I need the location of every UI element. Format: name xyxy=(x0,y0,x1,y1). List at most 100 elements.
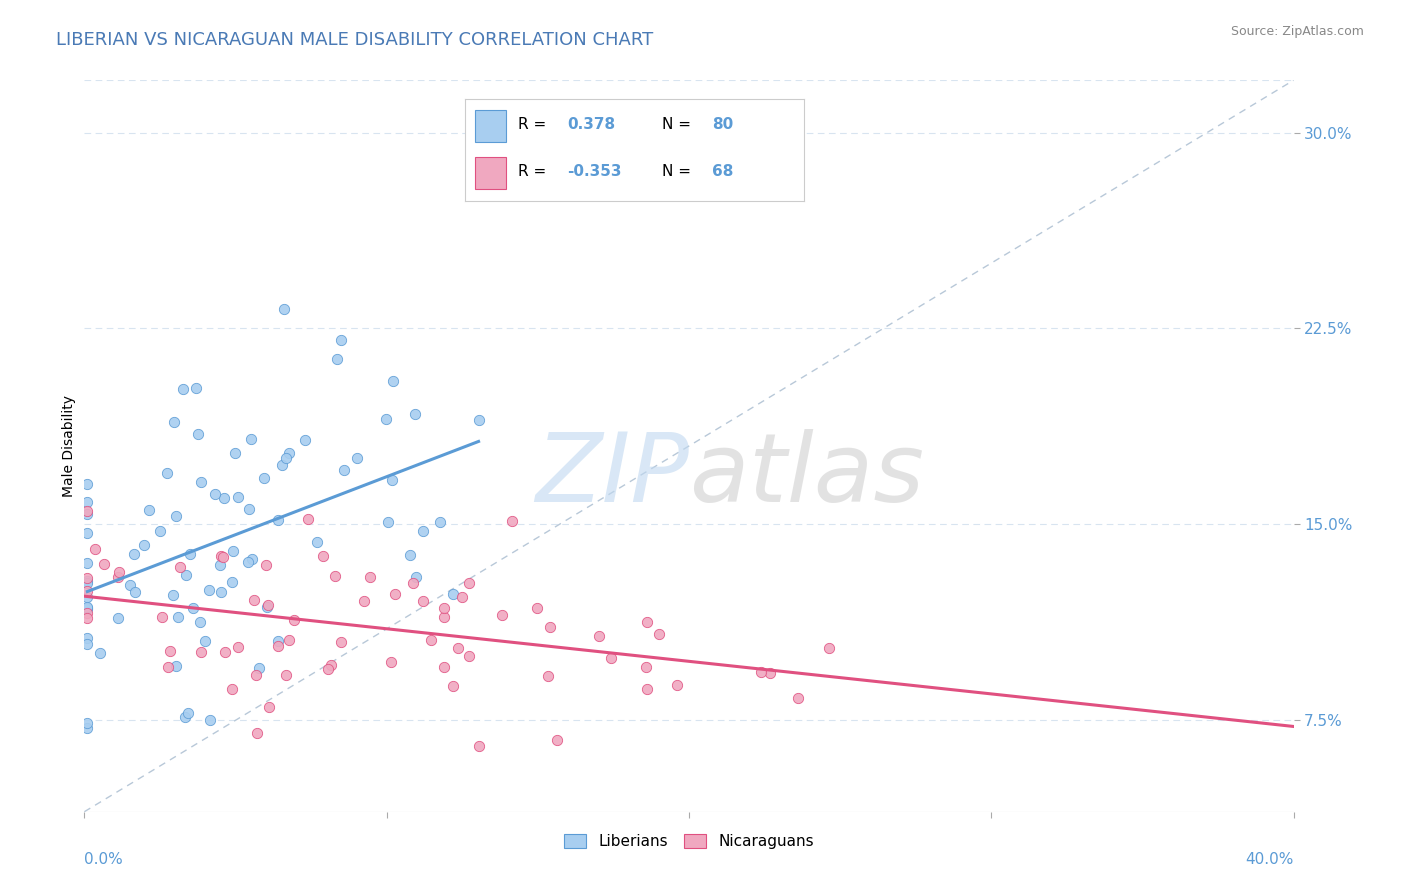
Point xyxy=(278,446,301,460)
Point xyxy=(76,637,98,651)
Point xyxy=(276,667,298,681)
Point xyxy=(221,681,243,696)
Point xyxy=(108,565,131,579)
Point xyxy=(76,557,98,571)
Point xyxy=(76,507,98,521)
Point xyxy=(184,381,207,395)
Point xyxy=(329,333,352,347)
Point xyxy=(177,706,200,720)
Point xyxy=(149,524,172,538)
Point xyxy=(537,668,560,682)
Point xyxy=(316,662,339,676)
Point xyxy=(204,487,226,501)
Point xyxy=(412,594,434,608)
Point xyxy=(321,657,343,672)
Point xyxy=(636,615,658,629)
Point xyxy=(458,648,481,663)
Point xyxy=(402,576,425,591)
Point xyxy=(420,632,443,647)
Point xyxy=(246,726,269,740)
Point xyxy=(353,594,375,608)
Point xyxy=(305,534,328,549)
Point xyxy=(433,659,456,673)
Point xyxy=(157,660,180,674)
Point xyxy=(212,491,235,505)
Point xyxy=(384,587,406,601)
Point xyxy=(294,433,316,447)
Point xyxy=(323,569,346,583)
Point xyxy=(214,645,236,659)
Point xyxy=(118,578,141,592)
Point xyxy=(267,639,290,653)
Point xyxy=(405,570,427,584)
Point xyxy=(247,661,270,675)
Point xyxy=(759,665,782,680)
Point xyxy=(188,615,211,629)
Point xyxy=(124,584,146,599)
Point xyxy=(172,382,194,396)
Point xyxy=(429,516,451,530)
Point xyxy=(76,715,98,730)
Point xyxy=(245,667,267,681)
Point xyxy=(107,570,129,584)
Point xyxy=(76,584,98,599)
Point xyxy=(588,629,610,643)
Point xyxy=(209,549,232,564)
Point xyxy=(76,571,98,585)
Point xyxy=(374,412,396,426)
Point xyxy=(190,645,212,659)
Point xyxy=(501,514,523,528)
Point xyxy=(89,646,111,660)
Point xyxy=(76,600,98,615)
Point xyxy=(404,407,426,421)
Point xyxy=(380,655,402,669)
Point xyxy=(538,620,561,634)
Point xyxy=(228,640,250,654)
Point xyxy=(187,426,209,441)
Point xyxy=(83,542,105,557)
Point xyxy=(451,590,474,604)
Point xyxy=(326,351,349,366)
Point xyxy=(222,544,245,558)
Point xyxy=(240,551,263,566)
Y-axis label: Male Disability: Male Disability xyxy=(62,395,76,497)
Point xyxy=(93,558,115,572)
Point xyxy=(159,643,181,657)
Point xyxy=(236,555,259,569)
Point xyxy=(76,601,98,615)
Point xyxy=(76,574,98,588)
Point xyxy=(359,570,381,584)
Point xyxy=(209,584,232,599)
Point xyxy=(467,413,489,427)
Point xyxy=(458,576,481,591)
Point xyxy=(169,560,191,574)
Point xyxy=(107,611,129,625)
Point xyxy=(174,567,197,582)
Point xyxy=(76,576,98,591)
Point xyxy=(441,679,464,693)
Point xyxy=(224,446,246,460)
Text: LIBERIAN VS NICARAGUAN MALE DISABILITY CORRELATION CHART: LIBERIAN VS NICARAGUAN MALE DISABILITY C… xyxy=(56,31,654,49)
Point xyxy=(138,503,160,517)
Point xyxy=(76,590,98,604)
Point xyxy=(254,558,277,573)
Point xyxy=(267,634,290,648)
Point xyxy=(270,458,292,473)
Point xyxy=(190,475,212,489)
Point xyxy=(134,539,156,553)
Point xyxy=(600,651,623,665)
Point xyxy=(636,682,658,697)
Point xyxy=(636,659,658,673)
Point xyxy=(122,547,145,561)
Text: atlas: atlas xyxy=(689,429,924,522)
Legend: Liberians, Nicaraguans: Liberians, Nicaraguans xyxy=(557,828,821,855)
Point xyxy=(787,690,810,705)
Point xyxy=(76,602,98,616)
Point xyxy=(749,665,772,679)
Point xyxy=(259,700,281,714)
Point xyxy=(198,582,221,597)
Point xyxy=(240,432,263,446)
Point xyxy=(433,601,456,615)
Point xyxy=(526,601,548,615)
Point xyxy=(382,374,405,388)
